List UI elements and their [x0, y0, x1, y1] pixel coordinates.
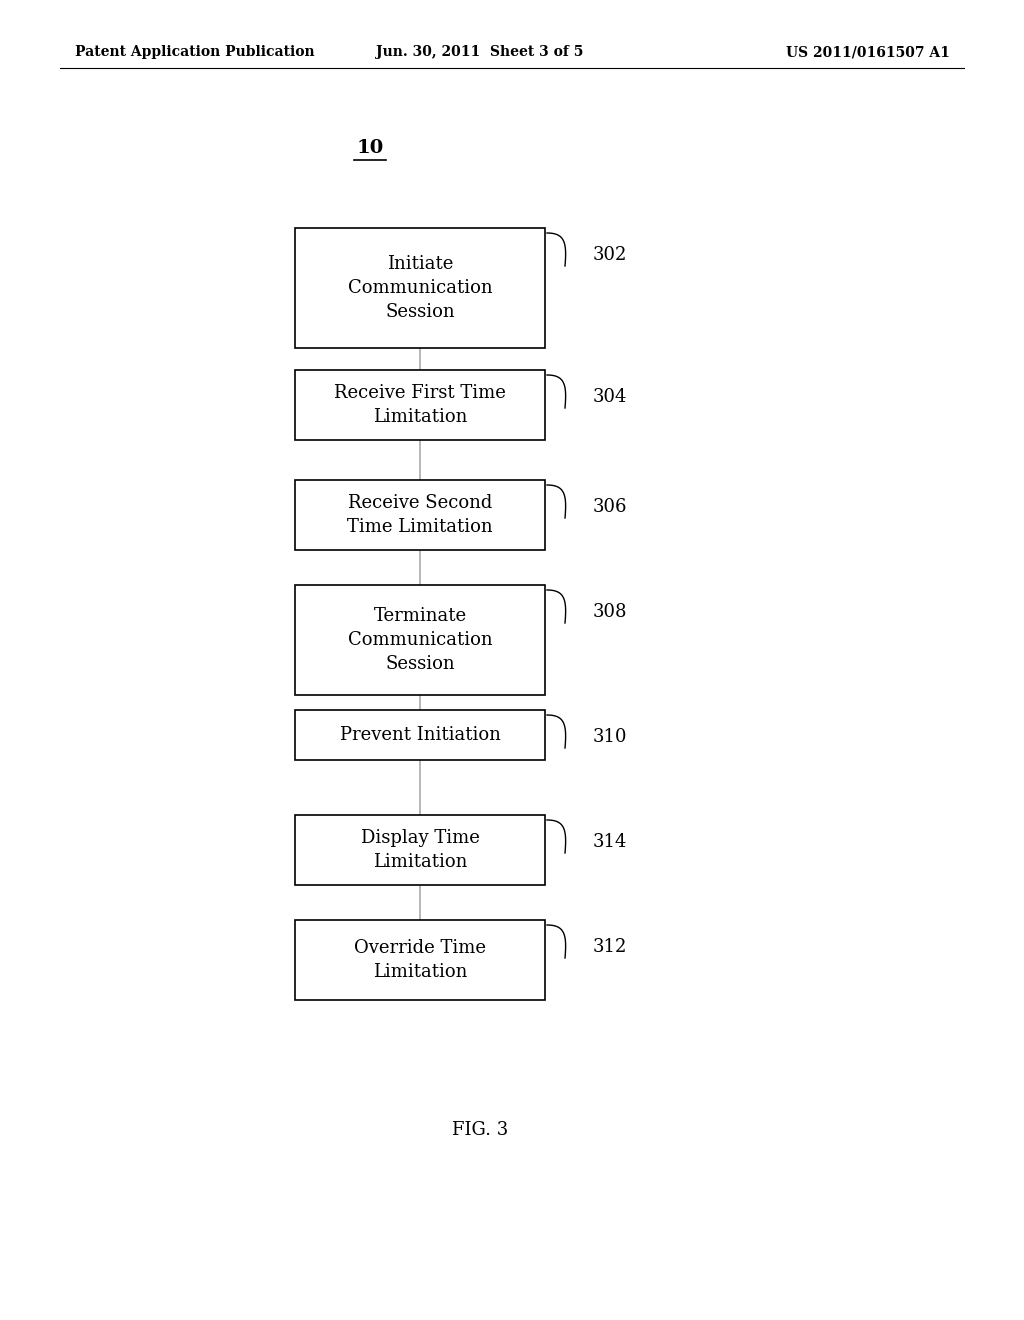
Text: 314: 314	[593, 833, 628, 851]
Text: Jun. 30, 2011  Sheet 3 of 5: Jun. 30, 2011 Sheet 3 of 5	[376, 45, 584, 59]
Bar	[295, 585, 545, 696]
Text: Receive First Time
Limitation: Receive First Time Limitation	[334, 384, 506, 426]
Bar	[295, 814, 545, 884]
Bar	[295, 480, 545, 550]
Text: 10: 10	[356, 139, 384, 157]
Text: Override Time
Limitation: Override Time Limitation	[354, 940, 486, 981]
Text: Terminate
Communication
Session: Terminate Communication Session	[348, 607, 493, 673]
Text: 310: 310	[593, 729, 628, 746]
Bar	[295, 920, 545, 1001]
Text: 312: 312	[593, 939, 628, 956]
Text: Initiate
Communication
Session: Initiate Communication Session	[348, 255, 493, 321]
Text: FIG. 3: FIG. 3	[452, 1121, 508, 1139]
Text: 308: 308	[593, 603, 628, 620]
Bar	[295, 228, 545, 348]
Text: 304: 304	[593, 388, 628, 407]
Text: Receive Second
Time Limitation: Receive Second Time Limitation	[347, 494, 493, 536]
Bar	[295, 710, 545, 760]
Bar	[295, 370, 545, 440]
Text: Patent Application Publication: Patent Application Publication	[75, 45, 314, 59]
Text: US 2011/0161507 A1: US 2011/0161507 A1	[786, 45, 950, 59]
Text: 302: 302	[593, 246, 628, 264]
Text: 306: 306	[593, 498, 628, 516]
Text: Display Time
Limitation: Display Time Limitation	[360, 829, 479, 871]
Text: Prevent Initiation: Prevent Initiation	[340, 726, 501, 744]
